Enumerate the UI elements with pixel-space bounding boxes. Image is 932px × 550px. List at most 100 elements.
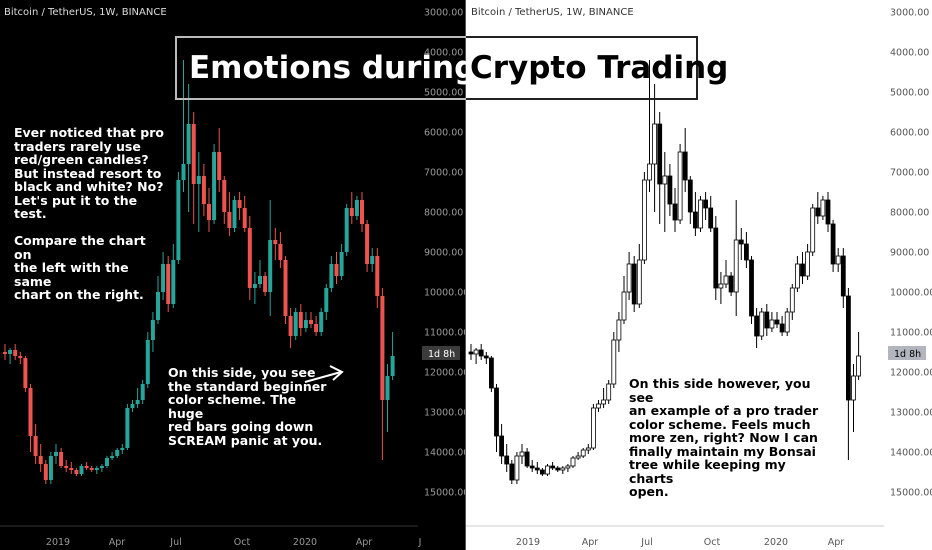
candle-body (483, 355, 489, 359)
candle-body (69, 468, 74, 470)
right-candlestick-chart[interactable]: 15000.00 14000.00 13000.00 12000.00 11000.00… (466, 0, 932, 550)
candle-body (201, 176, 206, 204)
price-tick-label: 6000.00 (890, 128, 929, 139)
arrow-icon (304, 371, 342, 383)
candle-body (89, 468, 94, 470)
candle-body (473, 349, 479, 355)
candle-body (810, 207, 816, 253)
arrow-head-icon (329, 365, 344, 381)
candle-body (667, 175, 673, 205)
price-tick-label: 13000.00 (424, 408, 466, 419)
price-tick-label: 8000.00 (890, 208, 929, 219)
price-tick-label: 5000.00 (424, 88, 463, 99)
candle-body (545, 465, 550, 475)
candle-body (764, 311, 770, 329)
candle-body (534, 467, 540, 471)
candle-body (329, 264, 334, 288)
candle-body (54, 452, 58, 456)
candle-body (303, 320, 308, 328)
candle-body (288, 316, 293, 336)
candle-body (140, 384, 145, 400)
candle-body (621, 291, 627, 321)
candle-body (743, 243, 749, 261)
countdown-badge (422, 346, 460, 360)
candle-body (570, 457, 576, 467)
candle-body (784, 311, 790, 333)
candle-body (698, 199, 703, 229)
candle-body (723, 275, 729, 285)
candle-body (385, 376, 390, 400)
candle-body (33, 436, 38, 456)
candle-body (380, 296, 385, 400)
price-tick-label: 7000.00 (424, 168, 463, 179)
left-explanation-note: On this side, you see the standard begin… (168, 365, 327, 448)
candle-body (370, 256, 375, 264)
candle-body (540, 469, 545, 475)
candle-body (647, 163, 652, 181)
candle-body (851, 375, 856, 401)
candle-body (575, 455, 581, 459)
title-box-left (175, 36, 466, 100)
price-tick-label: 4000.00 (890, 48, 929, 59)
candle-body (580, 449, 586, 457)
candle-body (499, 435, 504, 457)
left-symbol-label[interactable]: Bitcoin / TetherUS, 1W, BINANCE (4, 7, 167, 18)
candle-body (606, 383, 612, 401)
time-tick-label: J (418, 537, 422, 548)
candle-body (130, 404, 135, 408)
candle-body (181, 164, 186, 180)
price-tick-label: 15000.00 (424, 488, 466, 499)
candle-body (769, 319, 775, 329)
candle-body (38, 456, 43, 464)
candle-body (825, 199, 831, 225)
price-tick-label: 6000.00 (424, 128, 463, 139)
candle-body (8, 350, 13, 354)
candle-body (64, 466, 69, 468)
candle-body (268, 240, 273, 292)
candle-body (354, 200, 359, 216)
candle-body (754, 315, 760, 337)
candle-body (84, 466, 89, 468)
panel-divider (465, 0, 466, 550)
candle-body (703, 199, 709, 209)
countdown-label: 1d 8h (894, 349, 921, 360)
candle-body (344, 208, 349, 252)
time-tick-label: Apr (582, 537, 599, 548)
candle-body (252, 284, 257, 288)
candle-body (110, 456, 115, 458)
candle-body (840, 255, 846, 297)
title-right-part: Crypto Trading (470, 50, 729, 86)
candle-body (125, 408, 130, 448)
candle-body (176, 180, 181, 260)
candle-body (800, 263, 805, 277)
right-symbol-label[interactable]: Bitcoin / TetherUS, 1W, BINANCE (471, 7, 634, 18)
candle-body (166, 264, 171, 304)
price-tick-label: 14000.00 (424, 448, 466, 459)
candle-body (309, 320, 313, 324)
candle-body (28, 388, 33, 436)
candle-body (555, 467, 561, 471)
candle-body (161, 264, 166, 292)
candle-body (242, 208, 247, 228)
candle-body (560, 467, 566, 471)
time-tick-label: 2020 (293, 537, 317, 548)
time-tick-label: Apr (828, 537, 845, 548)
candle-body (232, 200, 237, 228)
price-tick-label: 3000.00 (890, 8, 929, 19)
candle-body (708, 207, 714, 229)
candle-body (616, 319, 622, 341)
candle-body (692, 211, 698, 229)
title-left-part: Emotions during (189, 50, 477, 86)
candle-body (631, 263, 637, 305)
left-candlestick-chart[interactable]: 15000.00 14000.00 13000.00 12000.00 11000.00… (0, 0, 466, 550)
price-tick-label: 15000.00 (890, 488, 932, 499)
candle-body (273, 240, 278, 244)
candle-body (349, 208, 354, 216)
candle-body (43, 464, 48, 480)
candle-body (774, 319, 780, 325)
countdown-label: 1d 8h (428, 349, 455, 360)
candle-body (509, 463, 515, 481)
candle-body (135, 400, 140, 404)
candle-body (18, 356, 23, 358)
candle-body (759, 311, 765, 337)
